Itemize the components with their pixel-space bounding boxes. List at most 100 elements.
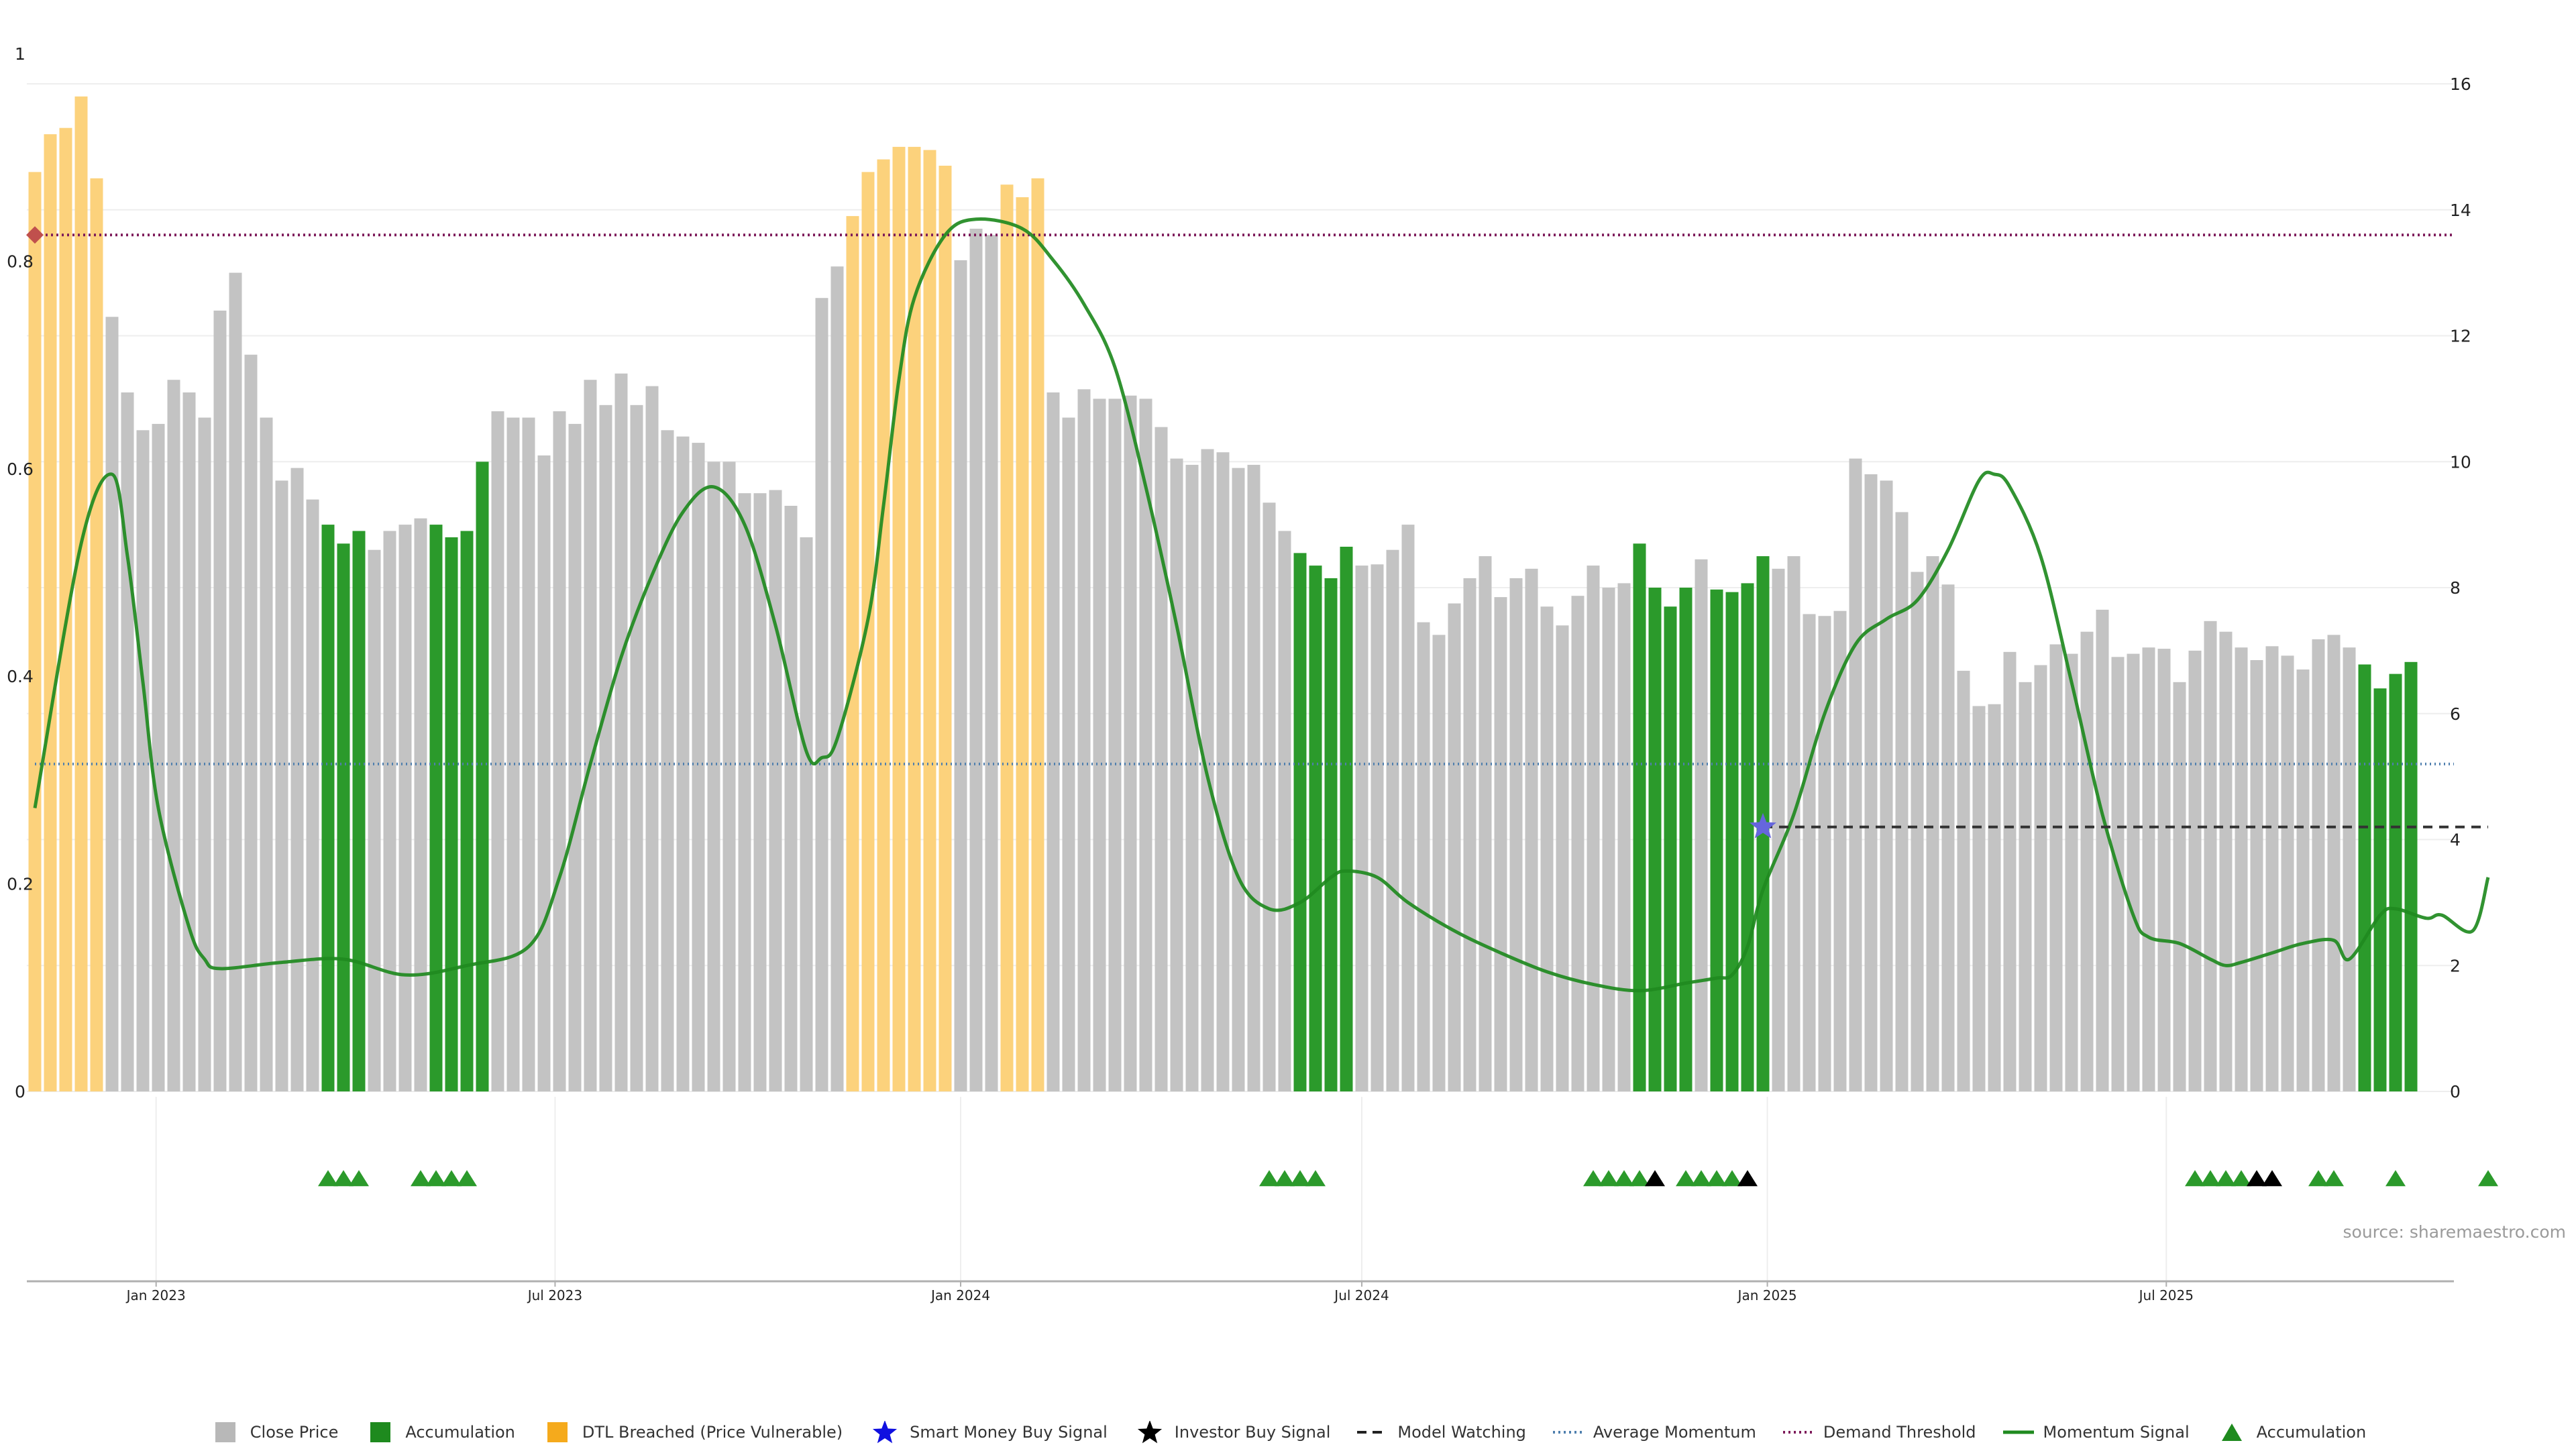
right-y-tick-label: 16	[2450, 74, 2471, 94]
left-y-tick-label: 0.6	[7, 460, 34, 479]
accumulation-triangle	[1629, 1170, 1650, 1187]
legend-item: Accumulation	[365, 1421, 515, 1444]
price-bar-close	[2281, 655, 2294, 1091]
price-bar-close	[167, 380, 180, 1092]
legend-item: Average Momentum	[1552, 1421, 1756, 1444]
price-bar-close	[2343, 647, 2356, 1091]
price-bar-close	[1556, 625, 1569, 1091]
x-tick-label: Jul 2024	[1333, 1287, 1389, 1303]
price-bar-accumulation	[1324, 578, 1338, 1091]
price-bar-close	[1803, 614, 1816, 1091]
price-bar-close	[954, 260, 967, 1091]
price-bar-close	[2204, 621, 2217, 1091]
price-bar-close	[537, 455, 551, 1091]
price-bar-close	[1849, 458, 1862, 1091]
price-bar-close	[1371, 564, 1384, 1091]
blue-star-icon	[873, 1421, 898, 1444]
x-tick-label: Jan 2023	[125, 1287, 186, 1303]
price-bar-close	[753, 493, 767, 1091]
price-bar-close	[599, 405, 612, 1091]
price-bar-close	[2034, 665, 2047, 1091]
accumulation-triangle	[426, 1170, 446, 1187]
smart-money-buy-star	[1750, 812, 1776, 839]
price-bar-close	[2188, 650, 2202, 1091]
accumulation-triangle	[349, 1170, 369, 1187]
price-bar-close	[2127, 653, 2140, 1091]
legend-item: Investor Buy Signal	[1134, 1421, 1331, 1444]
black-star-icon	[1137, 1421, 1162, 1444]
price-bar-close	[306, 499, 319, 1091]
legend-label: Smart Money Buy Signal	[910, 1423, 1108, 1442]
price-bar-close	[2235, 647, 2248, 1091]
price-bar-close	[1587, 566, 1600, 1091]
x-tick-label: Jan 2024	[930, 1287, 990, 1303]
price-bar-close	[229, 272, 242, 1092]
price-bar-accumulation	[1725, 592, 1739, 1091]
x-tick-label: Jan 2025	[1737, 1287, 1797, 1303]
price-bar-close	[1247, 464, 1260, 1091]
accumulation-triangle	[457, 1170, 477, 1187]
price-bar-close	[2250, 660, 2263, 1091]
accumulation-triangle	[2200, 1170, 2220, 1187]
left-y-tick-label: 0.8	[7, 252, 34, 271]
right-y-tick-label: 10	[2450, 452, 2471, 472]
price-bar-close	[1926, 556, 1939, 1091]
legend-label: Investor Buy Signal	[1174, 1423, 1331, 1442]
investor-buy-triangle	[1645, 1170, 1665, 1187]
price-bar-close	[244, 354, 258, 1092]
price-bar-close	[260, 417, 273, 1091]
price-bar-close	[1401, 525, 1415, 1091]
price-bar-close	[1185, 464, 1199, 1091]
price-bar-dtl	[938, 166, 952, 1091]
accumulation-triangle	[1691, 1170, 1711, 1187]
price-bar-close	[1463, 578, 1477, 1091]
price-bar-close	[1170, 458, 1183, 1091]
chart-legend: Close Price Accumulation DTL Breached (Pri…	[0, 1415, 2576, 1449]
price-bar-close	[2065, 653, 2078, 1091]
bars-layer	[28, 96, 2418, 1092]
price-bar-close	[1216, 452, 1230, 1091]
legend-item: Momentum Signal	[2002, 1421, 2190, 1444]
price-bar-dtl	[846, 216, 859, 1092]
price-bar-close	[1386, 549, 1399, 1091]
price-bar-close	[1062, 417, 1075, 1091]
price-bar-close	[152, 423, 165, 1091]
accumulation-triangle	[441, 1170, 462, 1187]
price-bar-close	[1479, 556, 1492, 1091]
investor-buy-triangle	[2247, 1170, 2267, 1187]
price-bar-accumulation	[445, 537, 458, 1091]
price-bar-accumulation	[2389, 674, 2402, 1091]
price-bar-close	[614, 373, 628, 1091]
accumulation-triangle	[2216, 1170, 2236, 1187]
price-bar-accumulation	[460, 531, 474, 1091]
price-bar-accumulation	[1710, 589, 1723, 1091]
accumulation-triangle	[1290, 1170, 1310, 1187]
price-bar-close	[800, 537, 813, 1091]
price-bar-close	[2003, 651, 2017, 1091]
legend-item: Accumulation	[2216, 1421, 2366, 1444]
accumulation-triangle	[1676, 1170, 1696, 1187]
price-bar-close	[1124, 395, 1137, 1092]
price-bar-close	[1093, 398, 1106, 1091]
price-bar-close	[1448, 603, 1461, 1091]
price-bar-dtl	[59, 127, 72, 1092]
price-bar-close	[198, 417, 211, 1091]
accumulation-triangle	[2308, 1170, 2328, 1187]
x-tick-label: Jul 2023	[527, 1287, 582, 1303]
price-bar-close	[368, 549, 381, 1091]
price-bar-close	[1895, 512, 1909, 1091]
price-bar-accumulation	[1741, 583, 1754, 1091]
price-bar-close	[2327, 635, 2341, 1091]
price-bar-dtl	[877, 159, 890, 1092]
price-bar-close	[2142, 647, 2155, 1091]
accumulation-triangle	[2478, 1170, 2498, 1187]
price-bar-accumulation	[352, 531, 366, 1091]
price-bar-close	[1787, 556, 1801, 1091]
price-bar-accumulation	[1679, 588, 1693, 1091]
legend-label: Model Watching	[1397, 1423, 1526, 1442]
right-y-tick-label: 2	[2450, 956, 2461, 975]
price-bar-close	[2312, 639, 2325, 1091]
accumulation-triangle	[1275, 1170, 1295, 1187]
